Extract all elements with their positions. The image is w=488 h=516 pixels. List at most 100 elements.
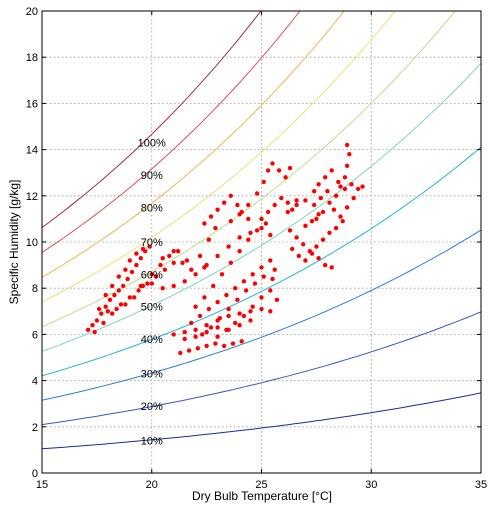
data-point <box>228 260 233 265</box>
grid-lines <box>42 11 481 473</box>
data-point <box>215 299 220 305</box>
rh-curve-30 <box>42 229 481 401</box>
data-point <box>333 225 339 231</box>
data-point <box>294 198 299 203</box>
rh-label-60: 60% <box>141 269 163 281</box>
y-tick-label: 4 <box>32 376 38 388</box>
data-point <box>193 327 198 332</box>
data-point <box>342 175 348 180</box>
data-point <box>116 288 122 293</box>
data-point <box>182 336 187 342</box>
data-point <box>314 216 319 222</box>
data-point <box>103 292 108 298</box>
data-point <box>272 202 277 208</box>
data-point <box>303 223 308 228</box>
data-point <box>138 256 143 261</box>
rh-label-50: 50% <box>141 302 163 314</box>
data-point <box>211 283 216 289</box>
data-point <box>94 318 100 323</box>
data-point <box>224 292 229 298</box>
data-point <box>268 232 273 238</box>
data-point <box>294 235 299 240</box>
y-axis-label: Specific Humidity [g/kg] <box>7 180 21 305</box>
data-point <box>215 325 220 330</box>
rh-curve-90 <box>42 11 301 253</box>
data-point <box>123 302 128 307</box>
data-point <box>182 279 187 284</box>
rh-curves <box>42 11 481 450</box>
y-tick-label: 16 <box>26 98 38 110</box>
data-point <box>184 258 190 263</box>
x-tick-label: 20 <box>146 479 158 491</box>
data-point <box>268 288 273 293</box>
data-point <box>265 168 271 173</box>
data-point <box>206 306 211 312</box>
data-point <box>149 281 154 286</box>
x-axis-label: Dry Bulb Temperature [°C] <box>192 489 332 503</box>
rh-curve-10 <box>42 392 481 450</box>
data-point <box>316 182 321 187</box>
data-points <box>85 142 365 356</box>
data-point <box>237 212 242 217</box>
data-point <box>85 327 91 332</box>
data-point <box>204 343 209 349</box>
data-point <box>283 175 288 180</box>
data-point <box>239 339 244 344</box>
data-point <box>237 235 242 240</box>
data-point <box>274 297 280 302</box>
data-point <box>235 297 240 302</box>
data-point <box>226 327 231 332</box>
data-point <box>336 179 341 185</box>
data-point <box>103 304 108 309</box>
rh-curve-70 <box>42 11 396 303</box>
data-point <box>259 225 264 231</box>
data-point <box>228 193 233 198</box>
data-point <box>147 244 152 249</box>
data-point <box>344 205 350 210</box>
data-point <box>235 202 240 208</box>
data-point <box>175 249 181 254</box>
data-point <box>162 267 168 272</box>
y-tick-label: 0 <box>32 468 38 480</box>
data-point <box>263 221 269 226</box>
data-point <box>213 341 218 346</box>
data-point <box>248 309 253 314</box>
data-point <box>254 191 260 196</box>
rh-curve-40 <box>42 146 481 377</box>
x-tick-label: 15 <box>36 479 48 491</box>
data-point <box>127 295 132 300</box>
data-point <box>329 265 334 270</box>
data-point <box>246 202 251 208</box>
rh-label-10: 10% <box>141 436 163 448</box>
data-point <box>360 184 365 189</box>
y-tick-label: 14 <box>26 145 38 157</box>
data-point <box>140 246 146 252</box>
data-point <box>202 295 207 300</box>
data-point <box>105 309 111 314</box>
data-point <box>206 237 211 242</box>
data-point <box>331 207 337 212</box>
data-point <box>193 334 198 339</box>
data-point <box>136 288 141 293</box>
data-point <box>222 200 227 205</box>
data-point <box>233 320 238 326</box>
data-point <box>107 297 113 302</box>
data-point <box>254 228 260 233</box>
data-point <box>149 272 154 277</box>
data-point <box>338 214 343 219</box>
data-point <box>158 262 163 268</box>
rh-curve-50 <box>42 62 481 352</box>
data-point <box>261 274 266 279</box>
data-point <box>118 302 124 307</box>
data-point <box>349 182 354 187</box>
data-point <box>195 346 200 351</box>
data-point <box>241 313 247 319</box>
rh-curve-20 <box>42 311 481 426</box>
x-tick-label: 30 <box>365 479 377 491</box>
data-point <box>160 256 165 261</box>
data-point <box>333 193 339 198</box>
data-point <box>344 163 350 168</box>
data-point <box>259 306 264 312</box>
